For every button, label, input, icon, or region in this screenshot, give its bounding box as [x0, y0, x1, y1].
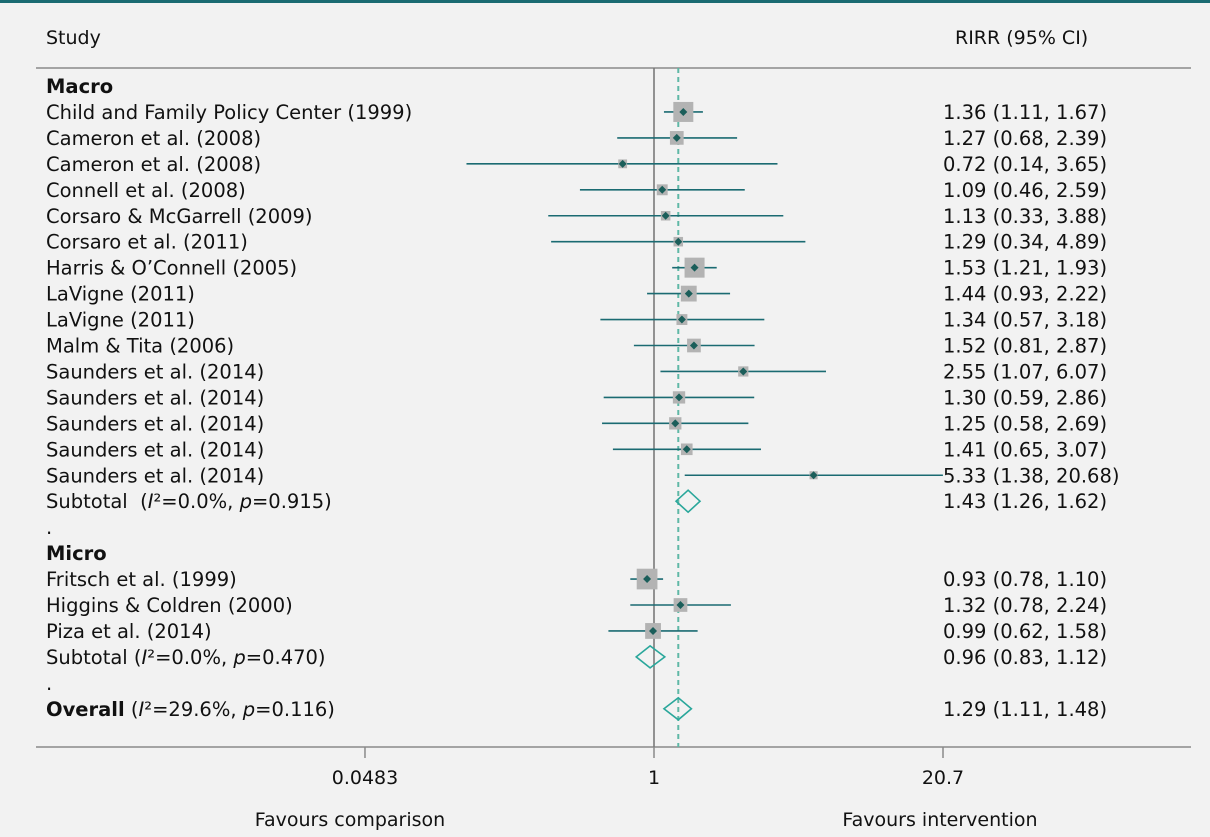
header-study: Study [46, 27, 101, 49]
study-label: LaVigne (2011) [46, 309, 195, 332]
point-estimate [682, 445, 691, 454]
point-estimate [676, 601, 685, 609]
pooled-diamond [662, 696, 693, 721]
study-label: Fritsch et al. (1999) [46, 568, 237, 591]
point-estimate [618, 159, 627, 168]
study-label: Corsaro et al. (2011) [46, 231, 248, 254]
x-tick-label: 0.0483 [332, 767, 398, 789]
point-estimate [672, 133, 681, 142]
study-label: Subtotal (I²=0.0%, p=0.915) [46, 490, 332, 513]
study-label: LaVigne (2011) [46, 283, 195, 306]
xlabel-left: Favours comparison [255, 809, 445, 831]
x-tick-label: 20.7 [922, 767, 964, 789]
xlabel-right: Favours intervention [842, 809, 1037, 831]
point-estimate [684, 289, 693, 298]
estimate-text: 0.72 (0.14, 3.65) [943, 153, 1107, 176]
estimate-text: 1.25 (0.58, 2.69) [943, 412, 1107, 435]
estimate-text: 1.36 (1.11, 1.67) [943, 101, 1107, 124]
estimate-text: 1.53 (1.21, 1.93) [943, 257, 1107, 280]
point-estimate [689, 341, 698, 350]
estimate-text: 1.34 (0.57, 3.18) [943, 309, 1107, 332]
study-label: Harris & O’Connell (2005) [46, 257, 297, 280]
estimate-text: 5.33 (1.38, 20.68) [943, 464, 1119, 487]
estimate-text: 1.13 (0.33, 3.88) [943, 205, 1107, 228]
point-estimate [809, 471, 818, 480]
null-line-group [653, 68, 680, 747]
point-estimate [674, 237, 683, 246]
study-label: Corsaro & McGarrell (2009) [46, 205, 313, 228]
study-label: Saunders et al. (2014) [46, 412, 264, 435]
study-label: Overall (I²=29.6%, p=0.116) [46, 698, 335, 721]
study-label: Piza et al. (2014) [46, 620, 212, 643]
study-label: Connell et al. (2008) [46, 179, 246, 202]
study-label: Cameron et al. (2008) [46, 127, 261, 150]
point-estimate [671, 419, 680, 428]
pooled-diamond [674, 489, 702, 514]
estimate-text: 0.99 (0.62, 1.58) [943, 620, 1107, 643]
point-estimate [649, 626, 658, 635]
pooled-diamond [634, 644, 667, 669]
study-label: Saunders et al. (2014) [46, 386, 264, 409]
point-estimate [675, 393, 684, 402]
estimate-text: 0.96 (0.83, 1.12) [943, 646, 1107, 669]
estimate-text: 1.43 (1.26, 1.62) [943, 490, 1107, 513]
spacer-label: . [46, 672, 52, 695]
estimate-text: 1.29 (1.11, 1.48) [943, 698, 1107, 721]
study-label: Malm & Tita (2006) [46, 335, 234, 358]
estimate-text: 0.93 (0.78, 1.10) [943, 568, 1107, 591]
header-estimate: RIRR (95% CI) [955, 27, 1088, 49]
study-label: Saunders et al. (2014) [46, 360, 264, 383]
study-label: Subtotal (I²=0.0%, p=0.470) [46, 646, 326, 669]
point-estimate [643, 575, 652, 584]
point-estimate [679, 107, 688, 116]
top-border [0, 0, 1210, 3]
estimate-text: 1.29 (0.34, 4.89) [943, 231, 1107, 254]
rows-group: Macro Child and Family Policy Center (199… [46, 75, 1119, 721]
point-estimate [677, 315, 686, 324]
estimate-text: 1.32 (0.78, 2.24) [943, 594, 1107, 617]
point-estimate [690, 263, 699, 272]
study-label: Child and Family Policy Center (1999) [46, 101, 412, 124]
point-estimate [661, 211, 670, 220]
estimate-text: 1.09 (0.46, 2.59) [943, 179, 1107, 202]
estimate-text: 1.30 (0.59, 2.86) [943, 386, 1107, 409]
x-tick-label: 1 [648, 767, 660, 789]
spacer-label: . [46, 516, 52, 539]
study-label: Cameron et al. (2008) [46, 153, 261, 176]
study-label: Higgins & Coldren (2000) [46, 594, 293, 617]
study-label: Saunders et al. (2014) [46, 438, 264, 461]
x-axis-group: 0.0483 1 20.7 [332, 747, 964, 789]
estimate-text: 1.44 (0.93, 2.22) [943, 283, 1107, 306]
estimate-text: 1.27 (0.68, 2.39) [943, 127, 1107, 150]
estimate-text: 1.41 (0.65, 3.07) [943, 438, 1107, 461]
estimate-text: 1.52 (0.81, 2.87) [943, 335, 1107, 358]
point-estimate [658, 185, 667, 194]
study-label: Saunders et al. (2014) [46, 464, 264, 487]
point-estimate [739, 367, 748, 376]
estimate-text: 2.55 (1.07, 6.07) [943, 360, 1107, 383]
group-label: Macro [46, 75, 113, 98]
group-label: Micro [46, 542, 107, 565]
